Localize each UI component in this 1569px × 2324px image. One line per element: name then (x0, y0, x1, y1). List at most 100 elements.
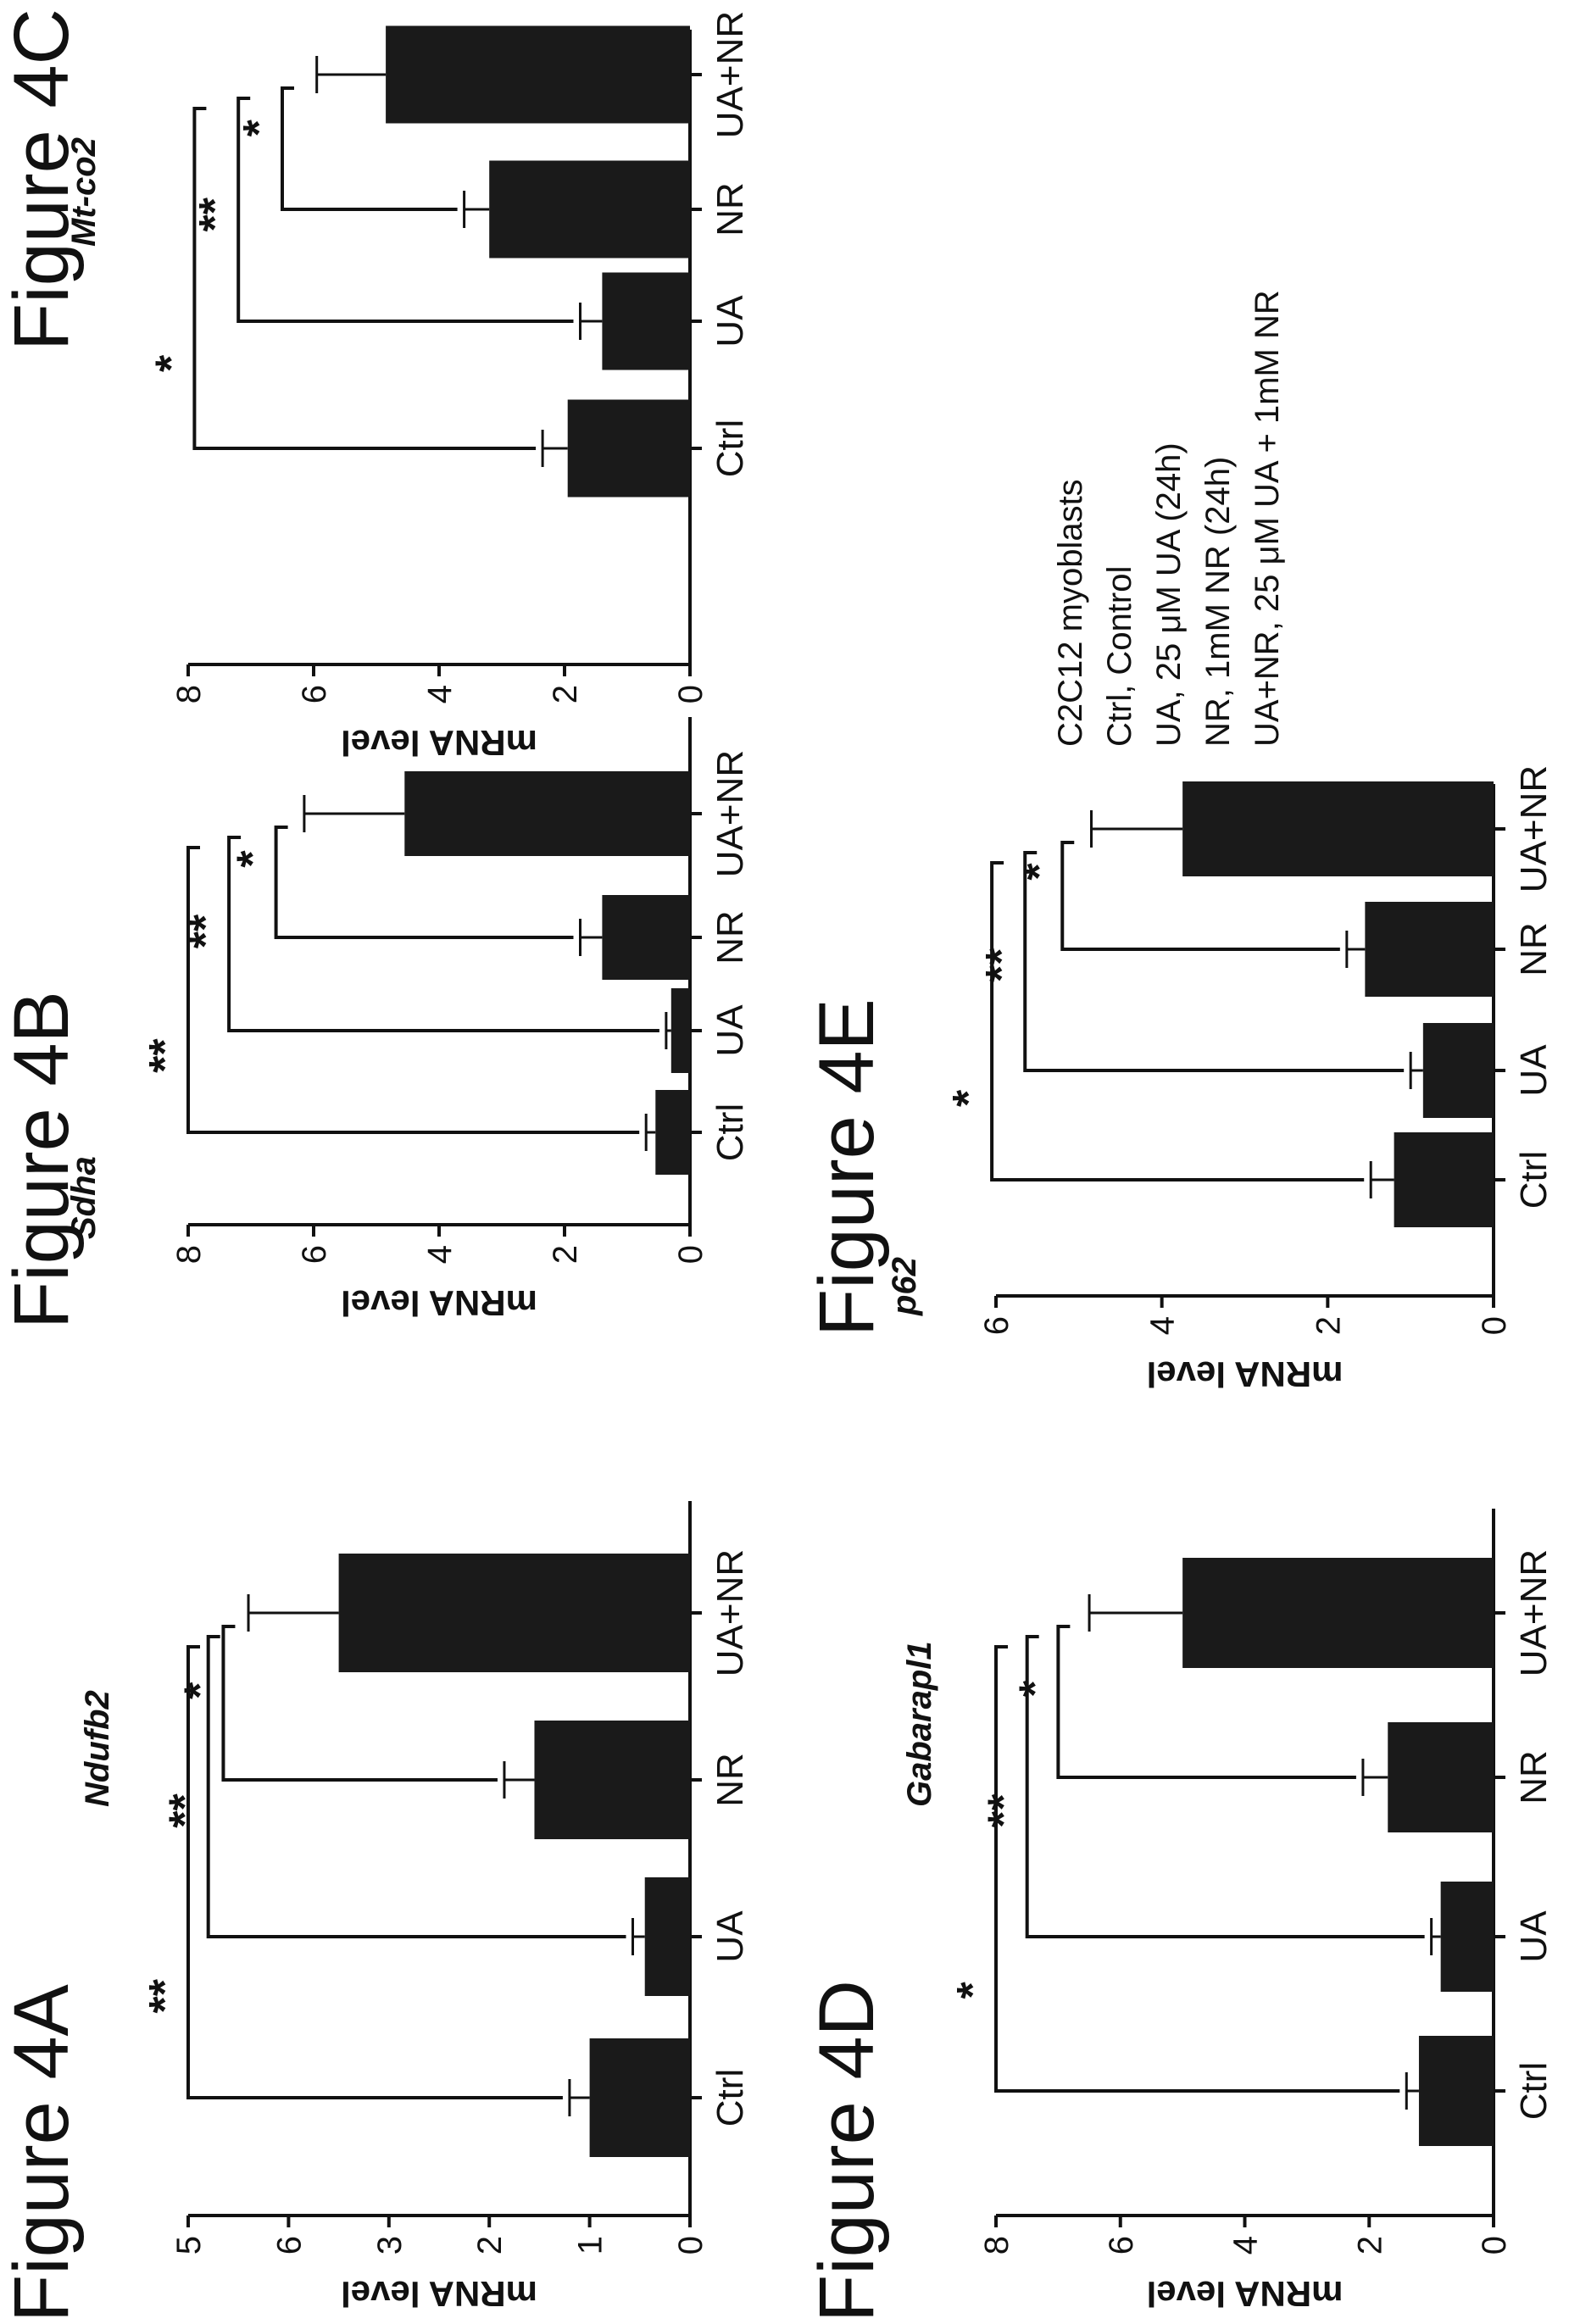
y-tick-label: 8 (170, 1245, 208, 1264)
significance-bracket (186, 846, 640, 1134)
significance-bracket (274, 826, 574, 939)
legend-line-1: C2C12 myoblasts (1052, 479, 1089, 747)
x-tick-label: Ctrl (709, 1104, 751, 1161)
y-tick-label: 2 (547, 685, 584, 703)
y-tick-label: 6 (270, 2236, 308, 2255)
significance-label: ** (977, 948, 1027, 982)
x-tick-label: UA+NR (709, 1549, 751, 1676)
figure-title: Figure 4D (804, 1980, 890, 2322)
legend-line-5: UA+NR, 25 μM UA + 1mM NR (1249, 290, 1286, 747)
x-tick-label: Ctrl (709, 2069, 751, 2127)
y-tick-label: 4 (1144, 1316, 1182, 1335)
significance-bracket (221, 1625, 498, 1782)
significance-label: ** (191, 197, 240, 231)
gene-label: Ndufb2 (79, 1690, 116, 1807)
x-tick-label: UA (709, 1004, 751, 1057)
y-axis-label: mRNA level (341, 1283, 537, 1323)
y-tick-label: 2 (1310, 1316, 1347, 1335)
bar-ua (670, 988, 690, 1073)
y-tick-label: 8 (978, 2236, 1015, 2255)
x-tick-label: NR (709, 1753, 751, 1807)
significance-bracket (1060, 841, 1340, 951)
significance-label: ** (141, 1038, 190, 1073)
bar-ctrl (1418, 2036, 1494, 2146)
y-tick-label: 2 (471, 2236, 509, 2255)
x-tick-label: UA (709, 1910, 751, 1963)
x-tick-label: Ctrl (1513, 2062, 1555, 2120)
y-tick-label: 0 (672, 2236, 709, 2255)
bar-ctrl (589, 2038, 690, 2157)
y-tick-label: 6 (296, 685, 333, 703)
y-tick-label: 4 (421, 1245, 459, 1264)
significance-bracket (206, 1635, 626, 1938)
panel-4d: Figure 4D Gabarapl1 0 2 4 6 8 mRNA level Ctrl UA N… (804, 1509, 1555, 2322)
significance-bracket (1056, 1625, 1356, 1779)
bar-ua (1440, 1882, 1494, 1992)
significance-label: ** (141, 1978, 190, 2013)
significance-label: * (944, 1089, 993, 1107)
x-tick-label: NR (1513, 922, 1555, 976)
bar-nr (534, 1721, 690, 1839)
significance-bracket (1025, 1635, 1425, 1938)
x-tick-label: UA+NR (709, 750, 751, 877)
significance-label: ** (161, 1793, 210, 1828)
significance-bracket (994, 1645, 1400, 2093)
x-tick-label: UA+NR (709, 11, 751, 138)
x-tick-label: Ctrl (709, 420, 751, 477)
panel-4a: Figure 4A Ndufb2 0 1 2 3 6 5 mRNA level Ctrl UA NR U… (0, 1501, 751, 2322)
significance-bracket (1023, 851, 1405, 1072)
significance-bracket (281, 86, 458, 211)
bar-nr (602, 895, 691, 980)
bar-ua-plus-nr (386, 25, 690, 124)
bar-ua-plus-nr (1182, 1558, 1494, 1668)
bar-ua-plus-nr (338, 1554, 690, 1672)
x-tick-label: NR (709, 910, 751, 965)
y-tick-label: 6 (1103, 2236, 1140, 2255)
y-axis-label: mRNA level (341, 2274, 537, 2314)
significance-label: * (1015, 863, 1064, 881)
x-tick-label: NR (1513, 1750, 1555, 1804)
gene-label: Sdha (65, 1156, 103, 1239)
y-axis-label: mRNA level (1147, 2274, 1344, 2314)
figure-title: Figure 4E (804, 998, 890, 1337)
x-tick-label: NR (709, 182, 751, 236)
bar-nr (1388, 1722, 1494, 1832)
bar-ctrl (567, 399, 691, 498)
significance-label: * (175, 1682, 225, 1699)
figure-title: Figure 4C (0, 8, 85, 351)
figure-title: Figure 4B (0, 991, 85, 1329)
significance-label: * (1010, 1680, 1060, 1698)
x-tick-label: UA+NR (1513, 765, 1555, 892)
significance-label: * (949, 1982, 998, 1999)
bar-ua-plus-nr (404, 771, 690, 856)
significance-bracket (227, 836, 659, 1032)
x-tick-label: UA (1513, 1044, 1555, 1097)
y-tick-label: 3 (371, 2236, 409, 2255)
x-tick-label: UA (709, 295, 751, 347)
y-tick-label: 1 (572, 2236, 609, 2255)
y-tick-label: 0 (1476, 1316, 1513, 1335)
y-tick-label: 0 (1476, 2236, 1513, 2255)
y-tick-label: 5 (170, 2236, 208, 2255)
x-tick-label: UA (1513, 1910, 1555, 1963)
y-tick-label: 8 (170, 685, 208, 703)
bar-ctrl (1394, 1132, 1494, 1227)
bar-ua (602, 272, 691, 370)
bar-ua (644, 1877, 690, 1996)
significance-label: * (235, 119, 284, 136)
y-tick-label: 2 (1351, 2236, 1388, 2255)
significance-bracket (192, 107, 537, 450)
gene-label: p62 (886, 1257, 923, 1316)
y-axis-label: mRNA level (1147, 1354, 1344, 1394)
gene-label: Gabarapl1 (901, 1641, 938, 1807)
bar-nr (489, 160, 691, 259)
x-tick-label: UA+NR (1513, 1549, 1555, 1676)
y-tick-label: 4 (1227, 2236, 1265, 2255)
bar-nr (1365, 902, 1494, 997)
significance-bracket (186, 1645, 563, 2099)
y-tick-label: 6 (978, 1316, 1015, 1335)
